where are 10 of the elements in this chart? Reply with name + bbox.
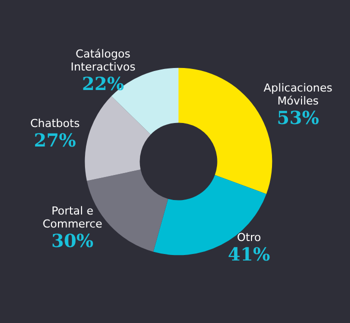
slice-label: Catálogos Interactivos [70, 48, 136, 74]
slice-label: Aplicaciones Móviles [264, 82, 333, 108]
data-label: 27% [34, 130, 76, 152]
slice-label: Chatbots [30, 116, 80, 130]
data-label: 41% [228, 244, 270, 266]
slice-label: Otro [237, 230, 262, 244]
slice-label: Portal e Commerce [42, 204, 103, 230]
data-label: 22% [82, 74, 124, 96]
data-label: 30% [51, 230, 94, 252]
data-label: 53% [276, 108, 320, 130]
